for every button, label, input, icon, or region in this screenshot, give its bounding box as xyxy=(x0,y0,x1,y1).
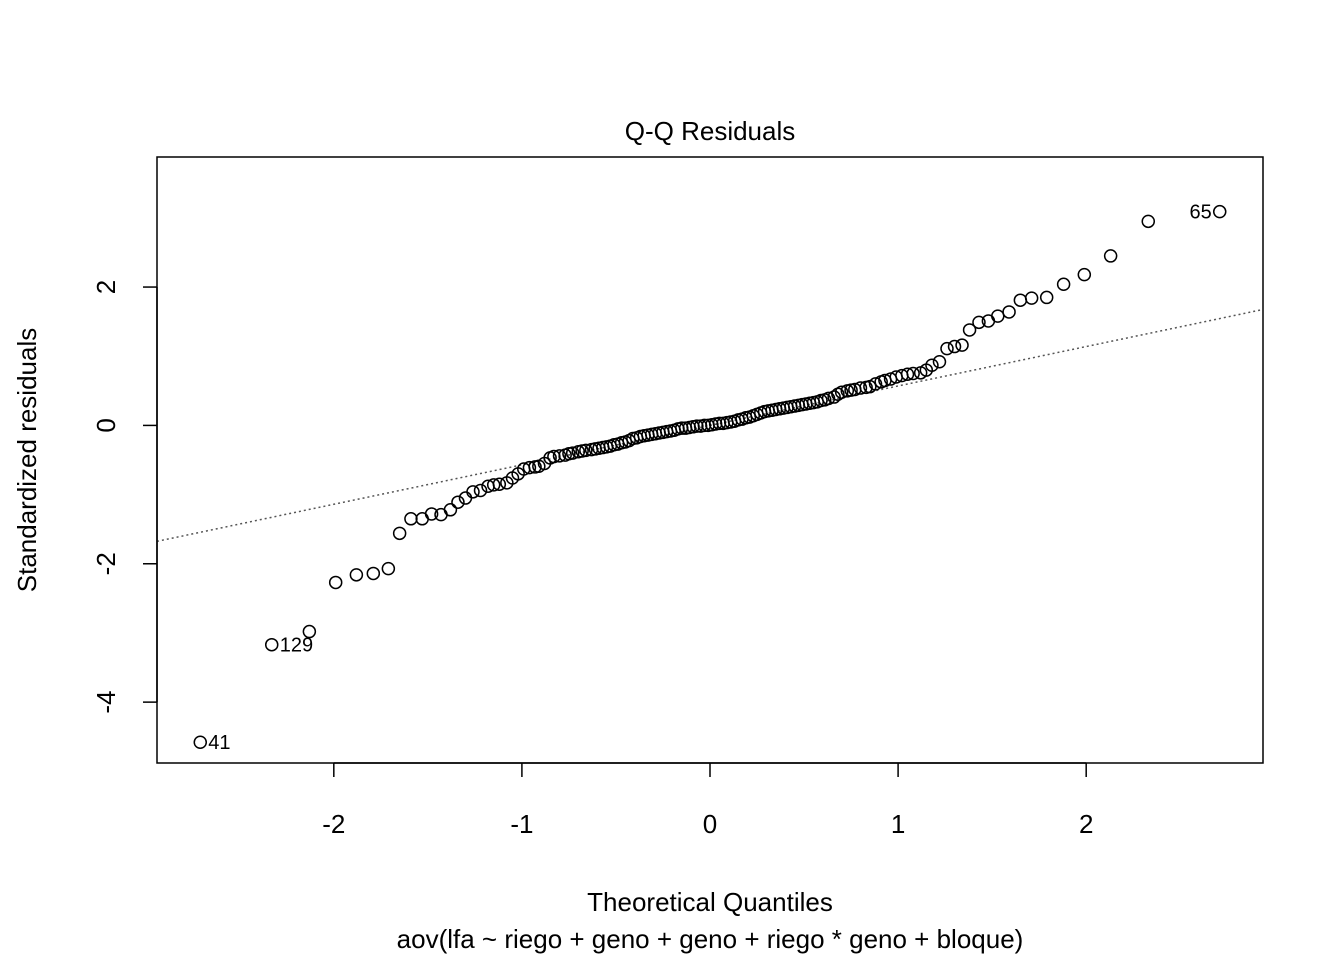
data-point xyxy=(925,358,939,372)
data-point xyxy=(834,385,849,399)
data-point xyxy=(565,446,580,460)
data-point xyxy=(1141,214,1156,229)
data-point xyxy=(1103,249,1118,263)
data-point xyxy=(579,443,593,458)
data-point xyxy=(552,449,567,463)
data-point xyxy=(349,568,364,582)
x-tick-label: 1 xyxy=(891,809,905,839)
data-point xyxy=(443,503,458,517)
plot-frame xyxy=(156,156,1264,764)
data-point xyxy=(1002,305,1016,319)
point-labels-layer: 65 129 41 xyxy=(208,202,1211,755)
points-layer xyxy=(193,204,1227,749)
axes-layer: -2 -1 0 1 2 -4 -2 0 2 xyxy=(91,280,1093,839)
y-tick-label: 0 xyxy=(91,418,121,432)
data-point xyxy=(522,460,537,475)
data-point xyxy=(328,575,343,590)
data-point xyxy=(193,735,208,749)
y-tick-label: -2 xyxy=(91,552,121,575)
data-point xyxy=(900,367,915,381)
point-label: 129 xyxy=(280,635,313,657)
data-point xyxy=(1056,277,1071,292)
data-point xyxy=(424,507,439,521)
x-tick-label: -2 xyxy=(322,809,345,839)
x-tick-label: 2 xyxy=(1079,809,1093,839)
y-tick-label: 2 xyxy=(91,280,121,294)
data-point xyxy=(1013,293,1028,307)
data-point xyxy=(466,485,480,499)
data-point xyxy=(991,309,1005,323)
point-label: 65 xyxy=(1189,202,1211,224)
y-tick-label: -4 xyxy=(91,691,121,714)
x-axis-label: Theoretical Quantiles xyxy=(587,887,833,917)
data-point xyxy=(1024,291,1039,305)
data-point xyxy=(955,338,969,352)
data-point xyxy=(827,390,841,404)
x-tick-label: 0 xyxy=(703,809,717,839)
data-point xyxy=(302,624,317,639)
data-point xyxy=(404,512,418,526)
data-point xyxy=(962,323,977,337)
data-point xyxy=(366,566,381,581)
x-tick-label: -1 xyxy=(510,809,533,839)
data-point xyxy=(486,478,501,492)
data-point xyxy=(853,381,868,395)
data-point xyxy=(415,512,429,526)
data-point xyxy=(451,495,465,509)
data-point xyxy=(947,339,962,354)
data-point xyxy=(1212,204,1227,219)
data-point xyxy=(972,315,986,330)
data-point xyxy=(940,341,954,356)
data-point xyxy=(906,366,920,381)
data-point xyxy=(1039,290,1054,305)
data-point xyxy=(932,355,947,369)
y-axis-label: Standardized residuals xyxy=(12,328,42,593)
data-point xyxy=(868,377,883,391)
data-point xyxy=(264,637,279,652)
data-point xyxy=(381,561,396,576)
data-point xyxy=(492,477,507,491)
data-point xyxy=(392,526,407,541)
chart-subtitle: aov(lfa ~ riego + geno + geno + riego * … xyxy=(397,924,1024,954)
data-point xyxy=(1077,267,1092,282)
chart-title: Q-Q Residuals xyxy=(625,116,796,146)
data-point xyxy=(473,483,488,498)
point-label: 41 xyxy=(208,732,230,754)
